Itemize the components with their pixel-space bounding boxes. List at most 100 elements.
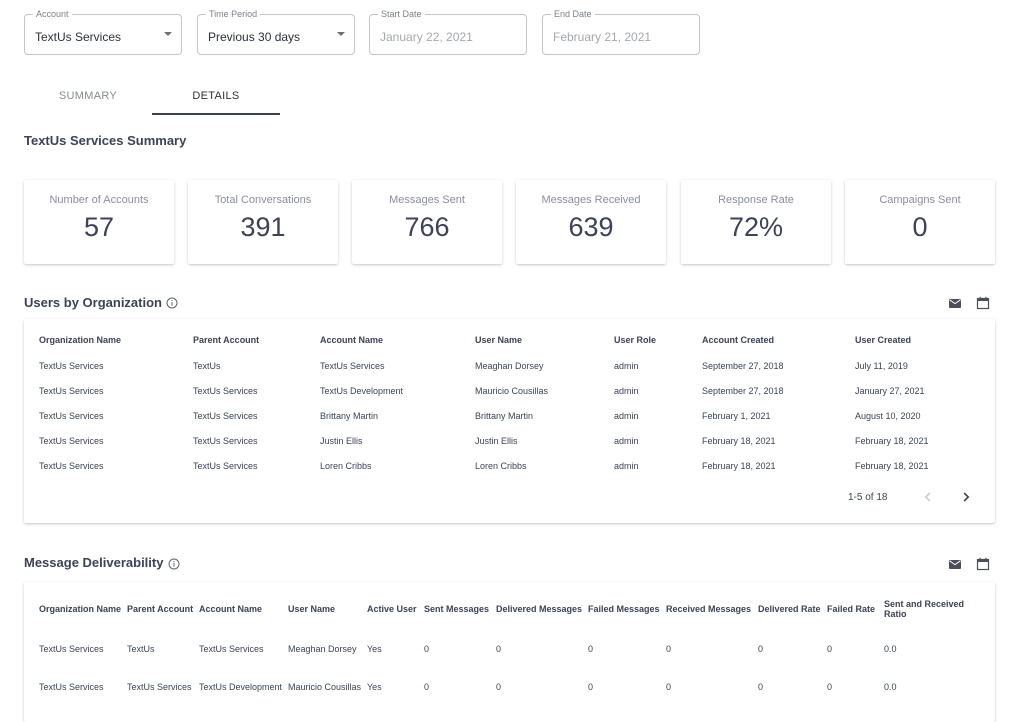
column-header[interactable]: Account Created [702,335,775,345]
table-cell: July 11, 2019 [855,360,908,371]
table-cell: admin [614,385,639,396]
column-header[interactable]: Sent and Received Ratio [884,599,965,619]
column-header[interactable]: User Name [475,335,523,345]
table-cell: Loren Cribbs [475,460,527,471]
stat-card-messages-received: Messages Received 639 [516,180,666,264]
stat-label: Messages Sent [389,194,465,206]
chevron-left-icon[interactable] [921,490,935,504]
stat-card-response-rate: Response Rate 72% [681,180,831,264]
table-cell: 0 [424,682,430,692]
end-date-label: End Date [551,8,595,20]
column-header[interactable]: Parent Account [193,335,260,345]
column-header[interactable]: Account Name [320,335,384,345]
users-table: Organization Name Parent Account Account… [38,327,974,478]
stat-value: 639 [568,212,614,242]
email-icon[interactable] [948,557,962,571]
account-value: TextUs Services [35,30,122,44]
table-cell: 0 [666,682,672,692]
table-cell: 0 [758,682,764,692]
table-cell: Loren Cribbs [320,460,372,471]
table-cell: admin [614,410,639,421]
time-period-value: Previous 30 days [208,30,301,44]
column-header[interactable]: Delivered Rate [758,604,821,614]
stat-card-messages-sent: Messages Sent 766 [352,180,502,264]
table-cell: TextUs Services [193,460,258,471]
table-cell: admin [614,360,639,371]
table-row: TextUs Services TextUs Services Loren Cr… [38,453,974,478]
calendar-icon[interactable] [976,557,990,571]
table-row: TextUs Services TextUs Services Justin E… [38,428,974,453]
column-header[interactable]: Received Messages [666,604,752,614]
chevron-right-icon[interactable] [959,490,973,504]
table-cell: TextUs Services [39,385,104,396]
stat-card-accounts: Number of Accounts 57 [24,180,174,264]
stat-value: 57 [83,212,115,242]
table-cell: TextUs Services [127,682,192,692]
column-header[interactable]: Account Name [199,604,263,614]
column-header[interactable]: Delivered Messages [496,604,583,614]
table-cell: February 18, 2021 [855,435,929,446]
table-cell: 0.0 [884,644,897,654]
table-cell: February 1, 2021 [702,410,771,421]
table-cell: Justin Ellis [475,435,518,446]
column-header[interactable]: Sent Messages [424,604,490,614]
column-header[interactable]: Organization Name [39,604,122,614]
table-cell: Mauricio Cousillas [288,682,362,692]
table-cell: TextUs Services [193,410,258,421]
table-cell: 0 [827,682,833,692]
users-table-panel: Organization Name Parent Account Account… [24,319,995,523]
users-section-title: Users by Organization [24,295,162,310]
table-cell: 0 [588,644,594,654]
column-header[interactable]: Active User [367,604,417,614]
table-cell: admin [614,460,639,471]
table-cell: TextUs Services [39,644,104,654]
info-icon[interactable] [168,558,180,570]
table-cell: TextUs Services [193,435,258,446]
table-cell: February 18, 2021 [702,460,776,471]
info-icon[interactable] [166,297,178,309]
end-date-value: February 21, 2021 [553,30,652,44]
tab-details[interactable]: DETAILS [192,90,240,102]
table-cell: February 18, 2021 [702,435,776,446]
stat-value: 391 [240,212,286,242]
table-cell: 0 [496,682,502,692]
table-cell: 0 [827,644,833,654]
dropdown-arrow-icon [164,32,172,36]
stat-card-conversations: Total Conversations 391 [188,180,338,264]
account-select[interactable]: Account TextUs Services [24,8,182,55]
column-header[interactable]: Organization Name [39,335,122,345]
stat-label: Campaigns Sent [879,194,961,206]
column-header[interactable]: Failed Rate [827,604,876,614]
table-cell: TextUs Services [39,682,104,692]
table-cell: TextUs Services [39,460,104,471]
table-cell: TextUs Services [320,360,385,371]
tab-summary[interactable]: SUMMARY [58,90,118,102]
table-cell: admin [614,435,639,446]
summary-title: TextUs Services Summary [24,133,187,148]
table-cell: TextUs Services [39,410,104,421]
table-cell: 0 [496,644,502,654]
start-date-field: Start Date January 22, 2021 [369,8,527,55]
pagination-range: 1-5 of 18 [848,492,888,503]
column-header[interactable]: User Name [288,604,336,614]
column-header[interactable]: Parent Account [127,604,194,614]
table-cell: September 27, 2018 [702,385,784,396]
column-header[interactable]: User Role [614,335,657,345]
email-icon[interactable] [948,296,962,310]
account-label: Account [33,8,72,20]
time-period-select[interactable]: Time Period Previous 30 days [197,8,355,55]
table-cell: 0 [758,644,764,654]
column-header[interactable]: Failed Messages [588,604,660,614]
table-cell: Yes [367,682,382,692]
table-cell: Justin Ellis [320,435,363,446]
stat-value: 0 [912,212,928,242]
column-header[interactable]: User Created [855,335,912,345]
deliverability-section-title: Message Deliverability [24,555,164,570]
table-cell: September 27, 2018 [702,360,784,371]
table-row: TextUs Services TextUs Services Brittany… [38,403,974,428]
table-cell: TextUs Services [39,360,104,371]
table-row: TextUs Services TextUs TextUs Services M… [38,630,983,668]
table-row: TextUs Services TextUs Services TextUs D… [38,668,983,706]
deliverability-table-panel: Organization Name Parent Account Account… [24,582,995,722]
calendar-icon[interactable] [976,296,990,310]
